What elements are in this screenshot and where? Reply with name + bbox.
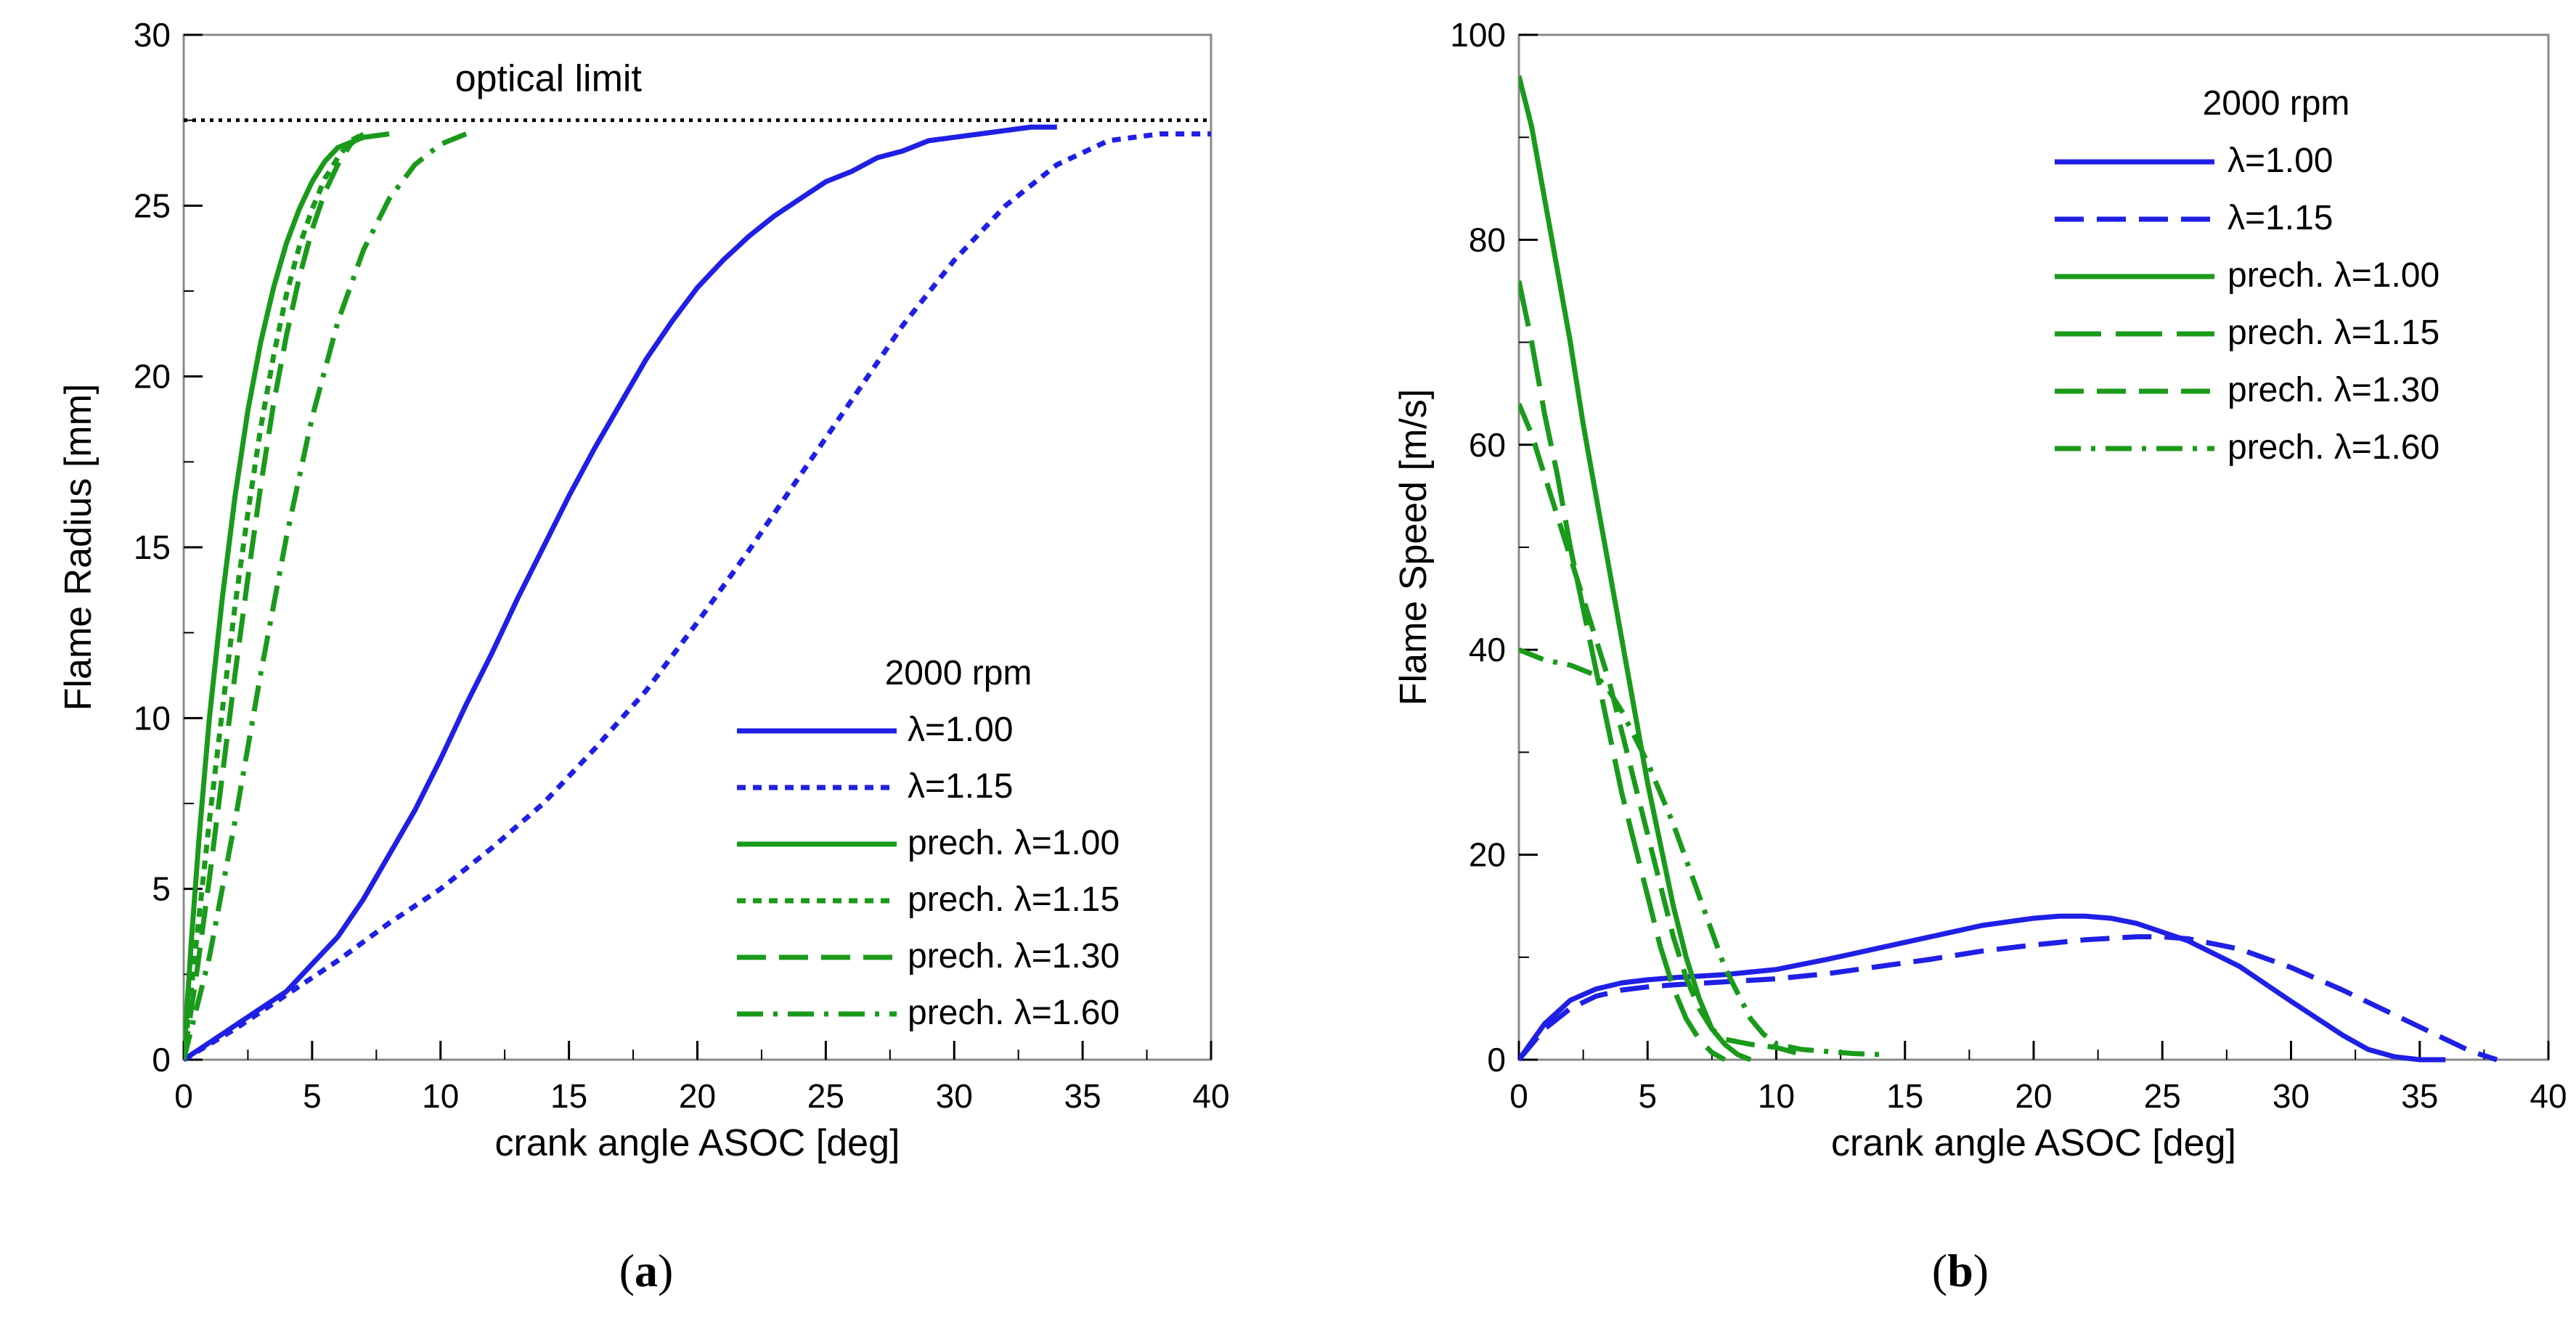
y-tick-label: 100: [1450, 16, 1506, 54]
legend-label-2: prech. λ=1.00: [2227, 256, 2440, 295]
x-tick-label: 25: [807, 1077, 844, 1115]
series-line-4: [1519, 402, 1803, 1058]
x-tick-label: 40: [1192, 1077, 1229, 1115]
legend-label-1: λ=1.15: [908, 767, 1013, 806]
x-axis-label: crank angle ASOC [deg]: [495, 1122, 900, 1164]
x-tick-label: 0: [1509, 1077, 1528, 1115]
x-tick-label: 15: [1886, 1077, 1923, 1115]
series-line-2: [1519, 75, 1752, 1063]
x-axis-label: crank angle ASOC [deg]: [1831, 1122, 2236, 1164]
chart-panel-a: 0 5 10 15 20 25 30 35 40 0 5 10 15 20 25 30 crank angle …: [57, 16, 1230, 1164]
series-line-5: [1519, 647, 1880, 1058]
series-line-1: [184, 131, 1211, 1063]
legend-title: 2000 rpm: [2203, 84, 2350, 123]
x-tick-label: 5: [303, 1077, 322, 1115]
series-line-2: [184, 131, 390, 1060]
legend-label-5: prech. λ=1.60: [2227, 428, 2440, 467]
x-tick-label: 10: [422, 1077, 459, 1115]
legend-label-4: prech. λ=1.30: [908, 937, 1120, 976]
optical-limit-label: optical limit: [455, 58, 643, 100]
y-tick-label: 10: [134, 699, 171, 737]
y-tick-label: 80: [1469, 221, 1506, 258]
panel-label-b: (b): [1932, 1245, 1989, 1296]
legend-label-3: prech. λ=1.15: [908, 880, 1120, 919]
x-tick-label: 10: [1758, 1077, 1795, 1115]
chart-panel-b: 0 5 10 15 20 25 30 35 40 0 20 40 60 80 100 crank angle …: [1393, 16, 2567, 1164]
series-line-1: [1519, 934, 2498, 1063]
series-line-5: [184, 131, 468, 1060]
y-tick-label: 0: [152, 1041, 171, 1079]
y-axis-label: Flame Radius [mm]: [57, 384, 99, 711]
y-axis-label: Flame Speed [m/s]: [1393, 389, 1435, 706]
x-tick-label: 0: [174, 1077, 193, 1115]
y-tick-label: 25: [134, 187, 171, 224]
series-line-3: [184, 131, 365, 1060]
legend-label-4: prech. λ=1.30: [2227, 371, 2440, 409]
y-tick-label: 40: [1469, 631, 1506, 668]
y-tick-label: 60: [1469, 426, 1506, 464]
legend-label-0: λ=1.00: [2227, 142, 2333, 180]
x-tick-label: 35: [2401, 1077, 2438, 1115]
y-tick-label: 0: [1487, 1041, 1506, 1079]
x-tick-label: 15: [550, 1077, 587, 1115]
x-tick-label: 40: [2530, 1077, 2567, 1115]
panel-label-a: (a): [619, 1245, 674, 1296]
y-tick-label: 5: [152, 870, 171, 908]
legend-title: 2000 rpm: [885, 654, 1032, 692]
legend-label-1: λ=1.15: [2227, 199, 2333, 237]
series-line-4: [184, 131, 365, 1060]
x-tick-label: 30: [2273, 1077, 2310, 1115]
y-tick-label: 15: [134, 528, 171, 566]
x-tick-label: 30: [936, 1077, 973, 1115]
series-group: [184, 124, 1211, 1063]
series-line-0: [184, 124, 1057, 1062]
x-tick-label: 5: [1638, 1077, 1657, 1115]
x-tick-label: 25: [2144, 1077, 2181, 1115]
series-line-0: [1519, 913, 2446, 1063]
x-tick-label: 20: [2015, 1077, 2052, 1115]
legend-label-0: λ=1.00: [908, 711, 1013, 749]
series-group: [1519, 75, 2498, 1063]
series-line-3: [1519, 280, 1727, 1063]
y-tick-label: 20: [134, 358, 171, 396]
y-tick-label: 30: [134, 16, 171, 54]
legend-label-2: prech. λ=1.00: [908, 824, 1120, 862]
legend-label-5: prech. λ=1.60: [908, 994, 1120, 1032]
legend-label-3: prech. λ=1.15: [2227, 314, 2440, 352]
x-tick-label: 20: [679, 1077, 716, 1115]
x-tick-label: 35: [1064, 1077, 1101, 1115]
y-tick-label: 20: [1469, 836, 1506, 874]
